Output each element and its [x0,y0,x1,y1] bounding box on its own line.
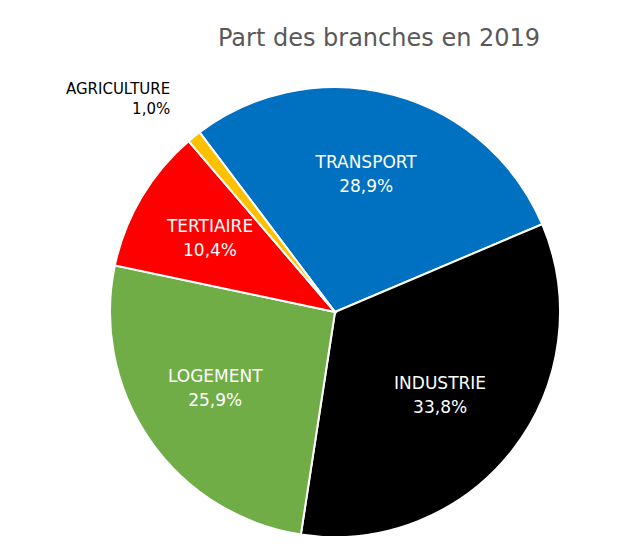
svg-text:LOGEMENT25,9%: LOGEMENT25,9% [168,366,263,410]
svg-text:INDUSTRIE33,8%: INDUSTRIE33,8% [394,373,486,417]
svg-text:AGRICULTURE1,0%: AGRICULTURE1,0% [66,80,170,118]
html-text:Part des branches en 2019: Part des branches en 2019 [217,24,541,52]
svg-text:TRANSPORT28,9%: TRANSPORT28,9% [315,152,418,196]
svg-text:TERTIAIRE10,4%: TERTIAIRE10,4% [166,216,253,260]
